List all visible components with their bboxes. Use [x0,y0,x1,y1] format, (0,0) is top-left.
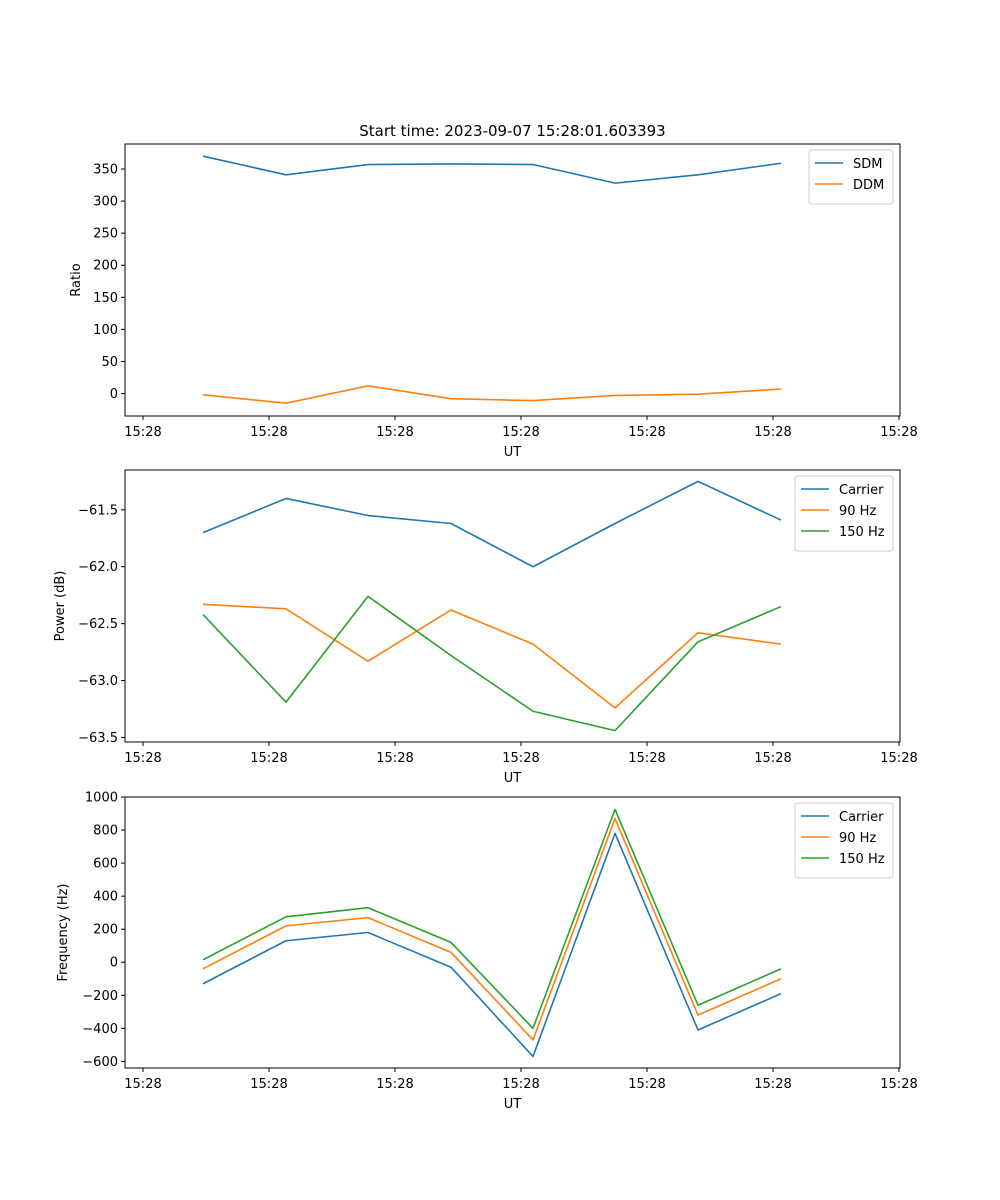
x-tick-label: 15:28 [376,425,413,440]
x-tick-label: 15:28 [628,751,665,766]
x-tick-label: 15:28 [376,751,413,766]
x-tick-label: 15:28 [628,425,665,440]
legend-entry: 90 Hz [839,504,876,519]
legend-entry: Carrier [839,483,884,498]
x-tick-label: 15:28 [250,751,287,766]
y-axis-label: Power (dB) [53,571,68,642]
y-tick-label: 800 [93,824,118,839]
x-tick-label: 15:28 [880,751,917,766]
y-tick-label: −63.5 [78,731,118,746]
legend-entry: Carrier [839,810,884,825]
y-tick-label: 200 [93,923,118,938]
y-tick-label: 0 [110,387,118,402]
chart-title: Start time: 2023-09-07 15:28:01.603393 [359,122,665,140]
series-line-90-hz [202,603,782,709]
series-line-ddm [202,385,782,404]
y-tick-label: 200 [93,259,118,274]
x-tick-label: 15:28 [124,425,161,440]
y-tick-label: 1000 [85,791,118,806]
legend-frame [794,475,894,552]
y-tick-label: −63.0 [78,674,118,689]
legend: Carrier 90 Hz 150 Hz [794,475,894,552]
x-tick-label: 15:28 [250,425,287,440]
x-tick-label: 15:28 [754,425,791,440]
y-tick-label: 50 [101,355,118,370]
legend-entry: DDM [853,178,884,193]
y-axis-label: Frequency (Hz) [56,883,71,981]
y-tick-label: −600 [82,1055,118,1070]
y-tick-label: 600 [93,857,118,872]
axes-frame [124,469,901,743]
x-tick-label: 15:28 [502,1077,539,1092]
legend: SDM DDM [808,149,894,205]
series-line-150-hz [202,808,782,1030]
legend-entry: 150 Hz [839,852,885,867]
y-tick-label: 400 [93,890,118,905]
y-tick-label: 100 [93,323,118,338]
x-tick-label: 15:28 [880,425,917,440]
x-tick-label: 15:28 [754,751,791,766]
x-tick-label: 15:28 [124,751,161,766]
series-line-carrier [202,480,782,568]
x-tick-label: 15:28 [628,1077,665,1092]
series-line-sdm [202,155,782,184]
series-line-150-hz [202,595,782,732]
x-tick-label: 15:28 [250,1077,287,1092]
panel-1: 15:28 15:28 15:28 15:28 15:28 15:28 15:28 0 50 10… [69,143,918,460]
x-tick-label: 15:28 [124,1077,161,1092]
x-tick-label: 15:28 [754,1077,791,1092]
legend: Carrier 90 Hz 150 Hz [794,802,894,879]
y-tick-label: 150 [93,291,118,306]
series-line-carrier [202,832,782,1058]
x-axis-label: UT [504,771,522,786]
legend-entry: 150 Hz [839,525,885,540]
y-tick-label: −61.5 [78,503,118,518]
axes-frame [124,796,901,1069]
y-tick-label: −62.5 [78,617,118,632]
y-tick-label: 350 [93,163,118,178]
x-axis-label: UT [504,1097,522,1112]
y-tick-label: 0 [110,956,118,971]
legend-entry: 90 Hz [839,831,876,846]
y-tick-label: −200 [82,989,118,1004]
legend-entry: SDM [853,157,882,172]
series-line-90-hz [202,817,782,1041]
y-tick-label: −62.0 [78,560,118,575]
y-tick-label: 250 [93,227,118,242]
y-tick-label: 300 [93,195,118,210]
x-tick-label: 15:28 [502,425,539,440]
x-tick-label: 15:28 [502,751,539,766]
x-tick-label: 15:28 [880,1077,917,1092]
axes-frame [124,143,901,417]
y-axis-label: Ratio [69,263,84,296]
panel-2: 15:28 15:28 15:28 15:28 15:28 15:28 15:28 −61.5… [53,469,918,786]
y-tick-label: −400 [82,1022,118,1037]
x-axis-label: UT [504,445,522,460]
x-tick-label: 15:28 [376,1077,413,1092]
legend-frame [794,802,894,879]
panel-3: 15:28 15:28 15:28 15:28 15:28 15:28 15:28 −600 −… [56,791,918,1113]
